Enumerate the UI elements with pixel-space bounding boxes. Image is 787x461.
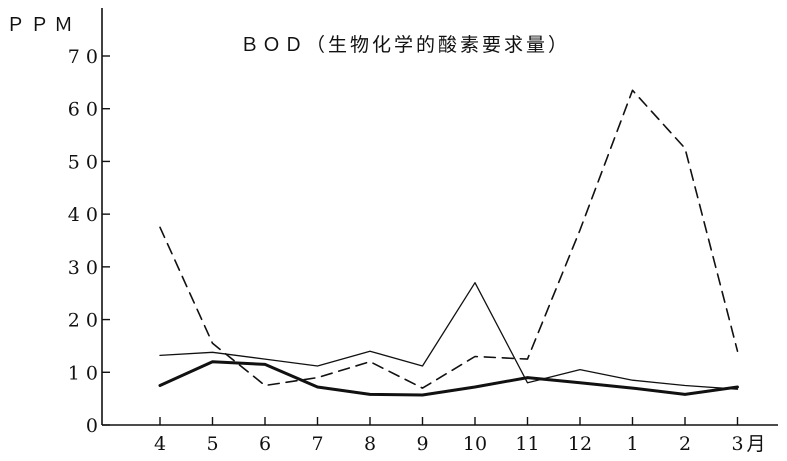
y-tick-label: 5 0 bbox=[68, 151, 98, 173]
x-tick-label: 5 bbox=[206, 433, 218, 455]
x-tick-label: 1 bbox=[626, 433, 638, 455]
y-tick-label: 0 bbox=[86, 415, 98, 437]
x-axis-unit-label: 月 bbox=[747, 433, 766, 455]
y-tick-label: 1 0 bbox=[68, 362, 98, 384]
x-tick-label: 12 bbox=[568, 433, 592, 455]
x-tick-label: 11 bbox=[515, 433, 539, 455]
x-tick-label: 2 bbox=[679, 433, 691, 455]
x-tick-label: 7 bbox=[311, 433, 323, 455]
x-tick-label: 9 bbox=[416, 433, 428, 455]
x-tick-label: 3 bbox=[731, 433, 743, 455]
y-tick-label: 4 0 bbox=[68, 204, 98, 226]
x-tick-label: 10 bbox=[463, 433, 487, 455]
y-tick-label: 3 0 bbox=[68, 257, 98, 279]
x-tick-label: 6 bbox=[259, 433, 271, 455]
y-tick-label: 7 0 bbox=[68, 46, 98, 68]
x-tick-label: 4 bbox=[154, 433, 166, 455]
x-tick-label: 8 bbox=[364, 433, 376, 455]
series-line-thin bbox=[159, 282, 739, 390]
y-axis-unit-label: ＰＰＭ bbox=[6, 14, 79, 36]
y-tick-label: 6 0 bbox=[68, 99, 98, 121]
chart-title: ＢＯＤ（生物化学的酸素要求量） bbox=[240, 34, 571, 56]
series-line-dashed bbox=[159, 89, 739, 389]
series-line-thick bbox=[158, 360, 739, 397]
y-tick-label: 2 0 bbox=[68, 310, 98, 332]
